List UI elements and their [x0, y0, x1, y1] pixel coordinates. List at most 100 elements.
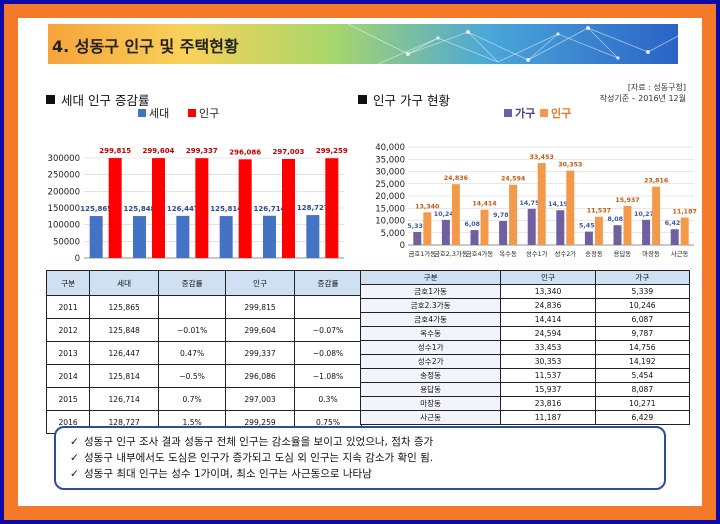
data-label: 125,814 [210, 205, 242, 213]
table-cell: 299,604 [225, 318, 295, 342]
y-tick-label: 0 [400, 241, 405, 251]
table-row: 금호2.3가동 24,836 10,246 [359, 298, 691, 313]
table-cell: 2012 [45, 318, 91, 342]
y-tick-label: 300000 [48, 154, 80, 164]
table-cell: 23,816 [500, 396, 596, 411]
check-icon: ✓ [70, 452, 79, 464]
table-cell: 296,086 [225, 364, 295, 388]
y-tick-label: 25,000 [375, 180, 405, 190]
y-tick-label: 250000 [48, 171, 80, 181]
table-row: 사근동 11,187 6,429 [359, 410, 691, 425]
data-label: 23,816 [644, 178, 669, 185]
table-cell: 2011 [45, 295, 91, 319]
bar-population [195, 158, 209, 258]
legend-swatch-0 [504, 109, 512, 117]
table-cell: −0.07% [294, 318, 362, 342]
legend-label-1: 인구 [199, 107, 219, 120]
column-header: 가구 [594, 270, 691, 285]
bar-population [325, 158, 339, 258]
table-cell: 299,815 [225, 295, 295, 319]
table-cell: 14,414 [500, 312, 596, 327]
bar-household [133, 216, 146, 258]
data-label: 10,271 [634, 211, 658, 218]
data-label: 14,756 [520, 200, 545, 207]
column-header: 증감률 [294, 270, 362, 296]
table-cell: 10,246 [594, 298, 691, 313]
summary-text: 성동구 내부에서도 도심은 인구가 증가되고 도심 외 인구는 지속 감소가 확… [84, 452, 434, 464]
y-tick-label: 30,000 [375, 168, 405, 178]
right-heading: 인구 가구 현황 [358, 90, 450, 109]
table-cell: 10,271 [594, 396, 691, 411]
data-label: 125,848 [124, 205, 156, 213]
table-cell: 24,836 [500, 298, 596, 313]
data-label: 6,429 [665, 220, 685, 227]
data-label: 15,937 [615, 197, 639, 204]
y-tick-label: 0 [75, 254, 80, 262]
table-cell: 14,756 [594, 340, 691, 355]
table-cell: −0.08% [294, 341, 362, 365]
y-tick-label: 5,000 [381, 229, 405, 239]
x-tick-label: 사근동 [671, 249, 689, 258]
bar-households [642, 219, 651, 245]
table-cell: 6,087 [594, 312, 691, 327]
date-text: 작성기준 – 2016년 12월 [599, 94, 686, 103]
table-row: 옥수동 24,594 9,787 [359, 326, 691, 341]
table-cell: 마장동 [359, 396, 502, 411]
table-cell: −1.08% [294, 364, 362, 388]
x-tick-label: 성수2가 [554, 249, 576, 258]
table-cell: 8,087 [594, 382, 691, 397]
data-label: 10,246 [434, 211, 459, 218]
x-tick-label: 마장동 [642, 249, 660, 258]
table-row: 금호4가동 14,414 6,087 [359, 312, 691, 327]
table-row: 용답동 15,937 8,087 [359, 382, 691, 397]
table-row: 금호1가동 13,340 5,339 [359, 284, 691, 299]
table-cell: 금호1가동 [359, 284, 502, 299]
table-cell: 126,714 [89, 387, 160, 411]
table-cell: 125,814 [89, 364, 160, 388]
bar-household [219, 216, 233, 258]
check-icon: ✓ [70, 436, 79, 448]
table-cell: 금호4가동 [359, 312, 502, 327]
bar-population [152, 158, 165, 258]
table-cell: 126,447 [89, 341, 160, 365]
data-label: 33,453 [530, 154, 554, 161]
data-label: 30,353 [558, 162, 582, 169]
y-tick-label: 20,000 [375, 192, 405, 202]
x-tick-label: 성수1가 [526, 249, 548, 258]
bar-household [89, 216, 103, 258]
source-text: [자료 : 성동구청] [627, 83, 686, 92]
bar-households [584, 231, 593, 245]
y-tick-label: 35,000 [375, 155, 405, 165]
x-tick-label: 금호1가동 [409, 249, 437, 258]
column-header: 인구 [225, 270, 295, 296]
summary-box: ✓ 성동구 인구 조사 결과 성동구 전체 인구는 감소율을 보이고 있었으나, … [54, 426, 666, 490]
bar-households [470, 230, 479, 245]
x-tick-label: 송정동 [585, 249, 603, 258]
data-label: 126,447 [167, 205, 199, 213]
column-header: 구분 [359, 270, 502, 285]
square-bullet-icon [358, 95, 367, 104]
table-cell: 0.47% [158, 341, 227, 365]
data-label: 6,087 [465, 221, 485, 228]
data-label: 299,815 [99, 147, 131, 155]
table-cell: 용답동 [359, 382, 502, 397]
bar-population [680, 217, 689, 245]
data-label: 14,414 [472, 201, 497, 208]
table-cell: −0.5% [158, 364, 227, 388]
table-cell: 299,337 [225, 341, 295, 365]
bar-household [306, 215, 320, 258]
household-population-chart: 세대 인구 0 50000 100000 150000 200000 250000 300000… [48, 107, 348, 262]
legend-swatch-0 [138, 109, 146, 117]
table-row: 마장동 23,816 10,271 [359, 396, 691, 411]
bar-households [413, 231, 422, 245]
table-cell: 125,865 [89, 295, 160, 319]
table-row: 성수2가 30,353 14,192 [359, 354, 691, 369]
bar-household [263, 215, 276, 258]
table-row: 2013 126,447 0.47% 299,337 −0.08% [45, 341, 362, 365]
table-row: 송정동 11,537 5,454 [359, 368, 691, 383]
district-table: 구분 인구 가구 금호1가동 13,340 5,339 금호2.3가동 24,836 10,2… [359, 270, 691, 425]
table-cell [158, 295, 227, 319]
table-cell: 옥수동 [359, 326, 502, 341]
data-label: 13,340 [415, 203, 440, 210]
yearly-table: 구분 세대 증감률 인구 증감률 2011 125,865 299,815 2012 125,8… [45, 270, 362, 434]
